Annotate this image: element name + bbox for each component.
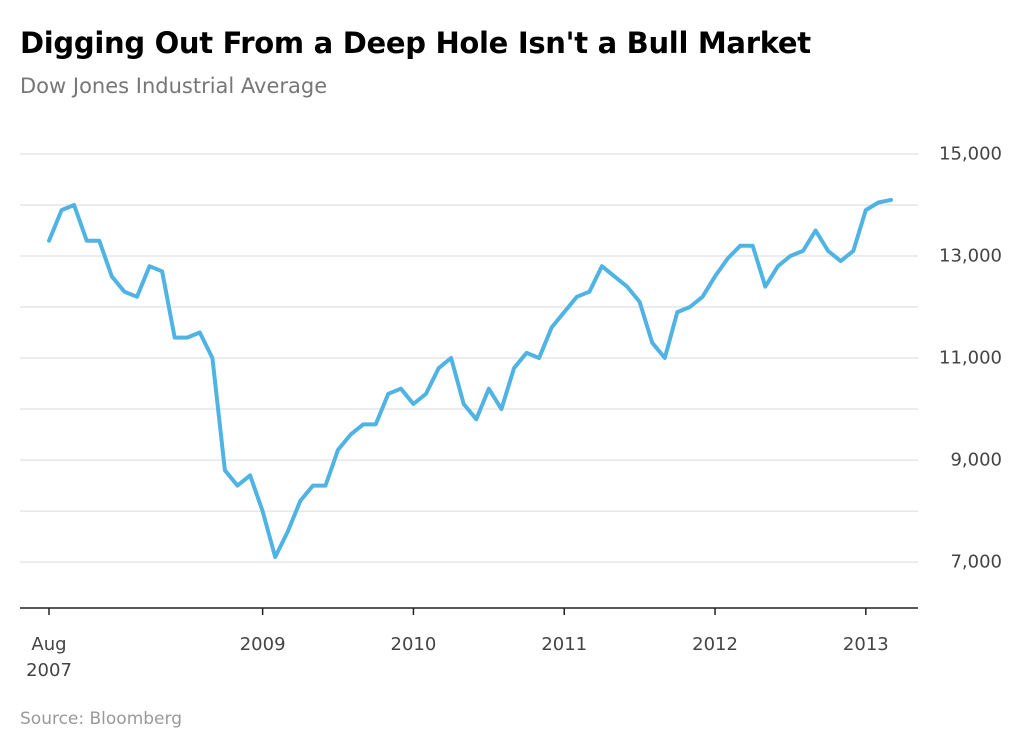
chart-subtitle: Dow Jones Industrial Average — [20, 74, 328, 98]
x-tick-label: 2011 — [541, 634, 588, 655]
x-tick-label: 2013 — [842, 634, 889, 655]
line — [47, 197, 893, 559]
y-tick-label: 7,000 — [950, 551, 1002, 573]
y-tick-label: 13,000 — [939, 245, 1002, 267]
y-tick-label: 11,000 — [939, 347, 1002, 369]
y-tick-label: 9,000 — [950, 449, 1002, 471]
source: Source: Bloomberg — [20, 709, 182, 729]
x-tick-label: 2009 — [239, 634, 286, 655]
x-tick-label: 2012 — [692, 634, 738, 655]
y-tick-label: 15,000 — [939, 143, 1002, 165]
x-tick-label: 2010 — [390, 634, 437, 655]
x-tick-label: Aug 2007 — [26, 634, 72, 681]
chart-title: Digging Out From a Deep Hole Isn't a Bul… — [20, 26, 811, 60]
